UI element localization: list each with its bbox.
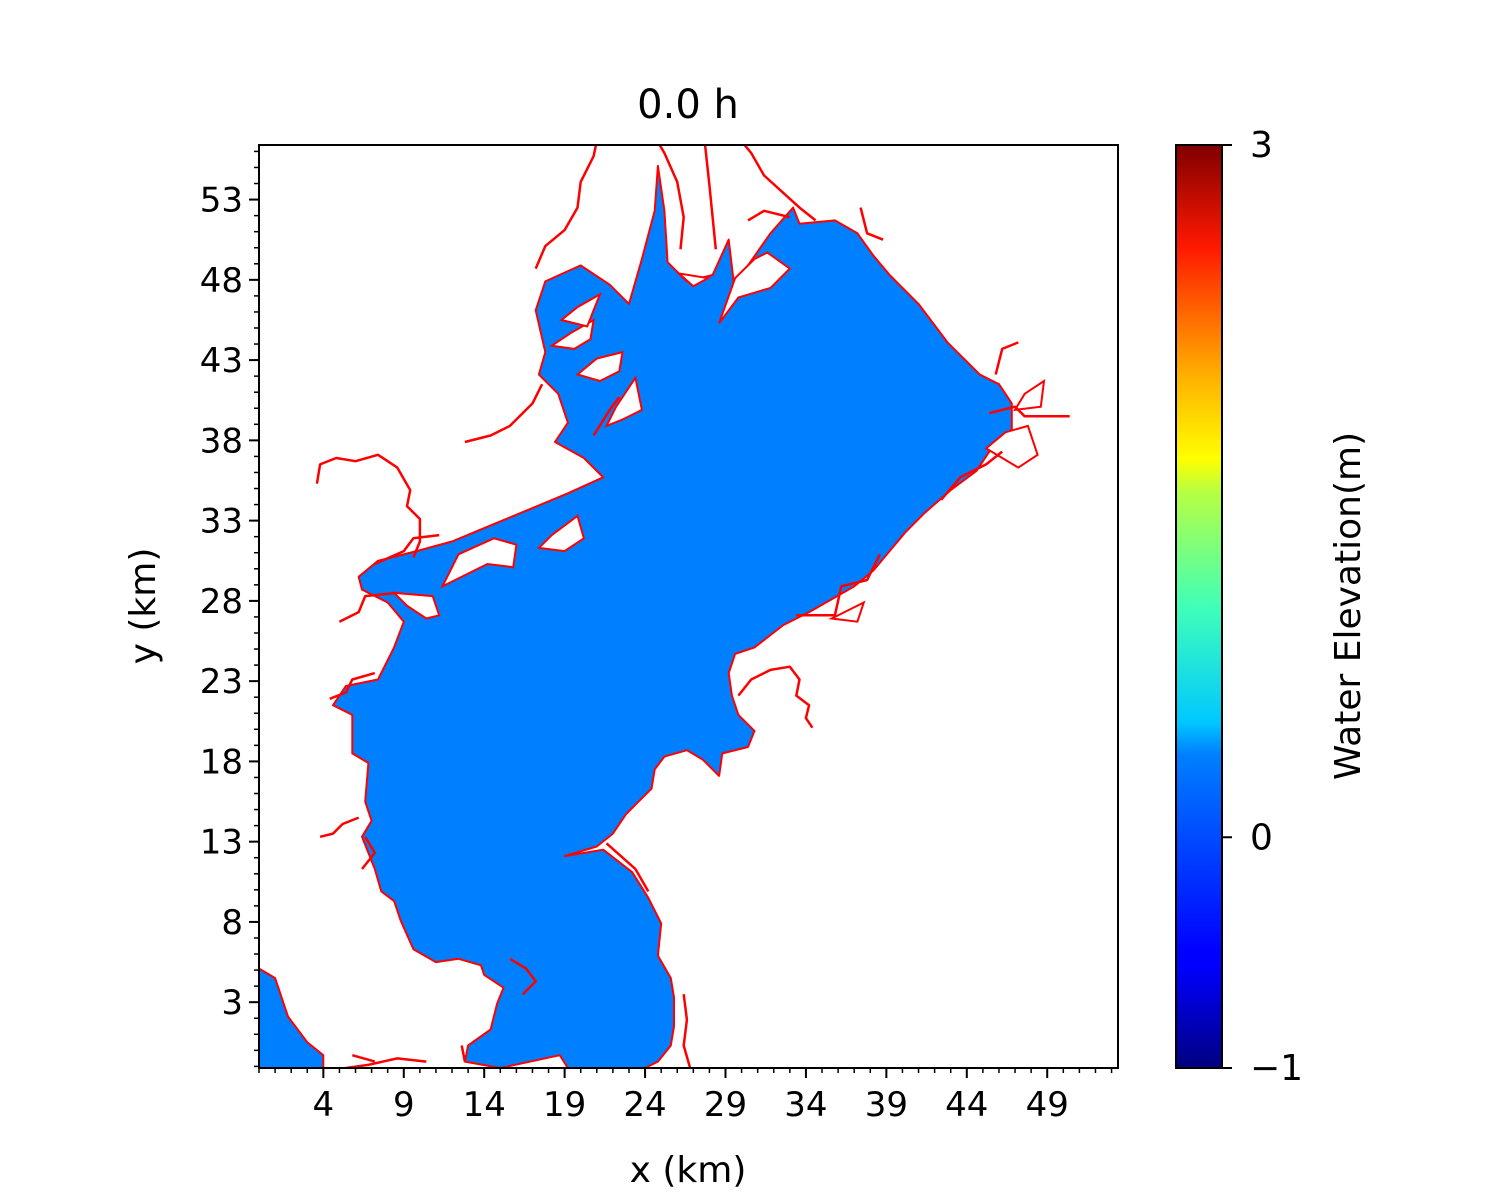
y-tick-label: 18 <box>200 742 243 782</box>
water-body-southwest <box>259 967 325 1068</box>
land-island <box>559 292 602 328</box>
shoreline <box>509 957 537 996</box>
shoreline-layer <box>315 145 1070 1068</box>
plot-frame <box>258 144 1119 1069</box>
land-island <box>549 318 595 350</box>
shoreline <box>796 553 882 617</box>
x-tick-label: 24 <box>623 1085 666 1125</box>
colorbar-gradient <box>1175 144 1223 1069</box>
colorbar: −1 0 3 Water Elevation(m) <box>1175 125 1369 1089</box>
land-island <box>984 424 1039 469</box>
shoreline <box>464 383 544 444</box>
water-layer <box>259 164 1046 1068</box>
land-island <box>718 251 792 324</box>
y-tick-label: 13 <box>200 823 243 863</box>
shoreline <box>329 671 376 700</box>
land-island <box>604 375 644 428</box>
shoreline <box>361 836 377 870</box>
land-island <box>440 537 518 589</box>
plot-area <box>259 145 1070 1068</box>
shoreline <box>592 396 621 437</box>
shoreline <box>859 207 884 241</box>
shoreline <box>351 1053 376 1063</box>
shoreline <box>658 145 685 250</box>
x-tick-label: 39 <box>865 1085 908 1125</box>
water-body <box>332 164 1013 1068</box>
colorbar-label: Water Elevation(m) <box>1328 432 1369 780</box>
shoreline <box>460 1045 467 1062</box>
x-tick-label: 29 <box>704 1085 747 1125</box>
y-tick-label: 23 <box>200 662 243 702</box>
colorbar-tick-label: 3 <box>1250 125 1273 166</box>
y-tick-label: 48 <box>200 261 243 301</box>
shoreline <box>315 453 422 558</box>
chart-title: 0.0 h <box>637 82 739 128</box>
x-tick-label: 14 <box>463 1085 506 1125</box>
colorbar-tick-label: 0 <box>1250 817 1273 858</box>
land-island <box>575 350 624 383</box>
land-island <box>536 514 586 553</box>
y-axis-label: y (km) <box>123 548 164 665</box>
x-tick-label: 19 <box>543 1085 586 1125</box>
colorbar-tick-label: −1 <box>1250 1048 1303 1089</box>
land-island <box>1013 378 1046 412</box>
y-tick-label: 43 <box>200 341 243 381</box>
x-tick-label: 44 <box>945 1085 988 1125</box>
shoreline <box>534 145 598 270</box>
land-island <box>391 591 441 620</box>
x-axis: 4 9 14 19 24 29 34 39 44 49 <box>258 1068 1113 1125</box>
land-island <box>675 271 711 288</box>
x-tick-label: 34 <box>784 1085 827 1125</box>
y-tick-label: 8 <box>221 903 243 943</box>
shoreline <box>682 994 692 1068</box>
shoreline <box>988 405 1070 418</box>
y-tick-label: 53 <box>200 181 243 221</box>
y-tick-label: 3 <box>221 983 243 1023</box>
y-tick-label: 33 <box>200 502 243 542</box>
shoreline <box>994 341 1019 375</box>
shoreline <box>940 450 1003 501</box>
x-axis-label: x (km) <box>630 1150 747 1191</box>
shoreline <box>338 591 398 623</box>
colorbar-ticks: −1 0 3 <box>1222 125 1303 1089</box>
shoreline <box>605 842 650 893</box>
y-tick-label: 38 <box>200 421 243 461</box>
x-tick-label: 49 <box>1026 1085 1069 1125</box>
x-tick-label: 4 <box>313 1085 335 1125</box>
shoreline <box>737 665 814 729</box>
shoreline <box>319 816 360 839</box>
shoreline <box>345 1057 427 1068</box>
y-tick-label: 28 <box>200 582 243 622</box>
land-island <box>828 600 866 623</box>
shoreline <box>374 533 440 566</box>
x-tick-label: 9 <box>393 1085 415 1125</box>
shoreline <box>747 209 791 222</box>
shoreline <box>742 145 817 222</box>
